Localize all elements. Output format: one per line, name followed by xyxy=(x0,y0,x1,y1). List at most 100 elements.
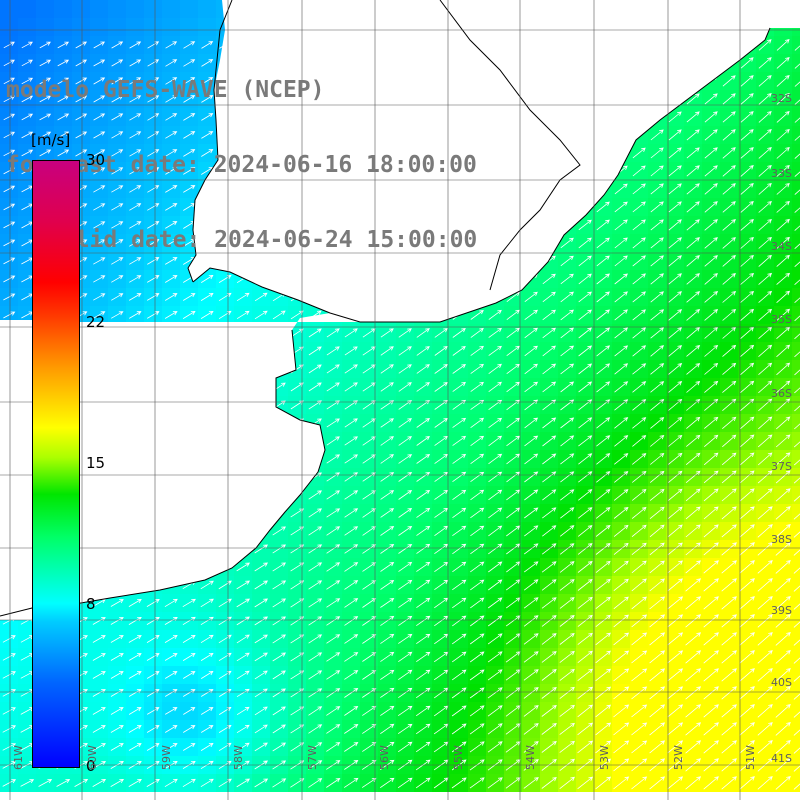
wind-arrow xyxy=(183,149,196,157)
wind-arrow xyxy=(650,327,665,339)
longitude-label: 55W xyxy=(452,745,465,770)
wind-arrow xyxy=(542,363,557,375)
wind-arrow xyxy=(147,131,160,139)
wind-arrow xyxy=(704,147,718,159)
wind-arrow xyxy=(3,185,16,193)
wind-arrow xyxy=(740,290,755,303)
wind-arrow xyxy=(147,113,160,121)
wind-cell xyxy=(792,540,800,558)
wind-arrow xyxy=(470,310,484,320)
wind-cell xyxy=(792,414,800,432)
wind-arrow xyxy=(578,219,592,231)
colorbar-tick-label: 8 xyxy=(86,595,96,614)
wind-arrow xyxy=(201,113,214,121)
wind-arrow xyxy=(740,75,754,87)
longitude-label: 51W xyxy=(744,745,757,770)
wind-arrow xyxy=(776,218,790,231)
wind-arrow xyxy=(524,309,538,321)
wind-arrow xyxy=(578,273,592,285)
longitude-label: 61W xyxy=(12,745,25,770)
wind-arrow xyxy=(398,328,412,338)
wind-arrow xyxy=(560,255,574,267)
wind-arrow xyxy=(129,221,142,229)
wind-arrow xyxy=(21,113,34,121)
colorbar-tick-label: 30 xyxy=(86,151,106,169)
wind-arrow xyxy=(236,310,250,320)
wind-arrow xyxy=(758,218,772,231)
wind-arrow xyxy=(182,310,196,319)
wind-arrow xyxy=(740,147,754,159)
wind-arrow xyxy=(776,182,790,195)
wind-arrow xyxy=(560,327,574,339)
wind-arrow xyxy=(632,201,646,213)
wind-arrow xyxy=(632,309,646,321)
wind-arrow xyxy=(758,111,772,123)
wind-cell xyxy=(792,90,800,108)
wind-arrow xyxy=(686,111,700,123)
wind-arrow xyxy=(129,167,142,175)
wind-arrow xyxy=(3,131,16,139)
latitude-label: 35S xyxy=(771,313,792,326)
wind-arrow xyxy=(686,147,700,159)
wind-arrow xyxy=(794,63,800,69)
wind-arrow xyxy=(776,57,790,69)
wind-arrow xyxy=(686,129,700,141)
wind-arrow xyxy=(93,131,106,139)
wind-arrow xyxy=(686,273,700,285)
wind-arrow xyxy=(704,255,718,267)
wind-arrow xyxy=(668,111,682,123)
wind-arrow xyxy=(39,41,51,49)
wind-arrow xyxy=(183,185,196,193)
wind-arrow xyxy=(704,237,718,249)
wind-arrow xyxy=(668,129,682,141)
wind-arrow xyxy=(740,272,755,285)
wind-arrow xyxy=(686,255,700,267)
wind-arrow xyxy=(164,293,178,301)
wind-cell xyxy=(0,18,18,36)
wind-arrow xyxy=(596,345,611,357)
wind-cell xyxy=(792,558,800,576)
wind-arrow xyxy=(578,255,592,267)
wind-arrow xyxy=(434,346,448,356)
wind-arrow xyxy=(3,59,15,67)
wind-arrow xyxy=(3,149,16,157)
wind-arrow xyxy=(57,59,70,67)
wind-arrow xyxy=(560,291,574,303)
wind-arrow xyxy=(776,39,790,51)
wind-arrow xyxy=(146,293,160,301)
wind-arrow xyxy=(129,131,142,139)
wind-arrow xyxy=(344,346,358,356)
wind-arrow xyxy=(578,327,592,339)
wind-arrow xyxy=(272,310,286,320)
wind-arrow xyxy=(722,183,736,195)
wind-cell xyxy=(180,18,198,36)
wind-arrow xyxy=(722,308,737,321)
wind-arrow xyxy=(686,327,701,339)
wind-cell xyxy=(792,324,800,342)
wind-arrow xyxy=(632,183,646,195)
wind-cell xyxy=(792,216,800,234)
wind-arrow xyxy=(686,237,700,249)
wind-arrow xyxy=(596,255,610,267)
wind-arrow xyxy=(164,257,178,265)
wind-arrow xyxy=(686,363,701,375)
wind-arrow xyxy=(129,113,142,121)
wind-arrow xyxy=(758,254,772,267)
wind-arrow xyxy=(183,113,196,121)
colorbar-tick-label: 15 xyxy=(86,454,106,472)
wind-cell xyxy=(18,0,36,18)
wind-arrow xyxy=(776,164,790,177)
wind-arrow xyxy=(578,363,593,375)
wind-cell xyxy=(18,18,36,36)
wind-arrow xyxy=(111,293,124,301)
wind-cell xyxy=(108,18,126,36)
wind-cell xyxy=(792,594,800,612)
wind-arrow xyxy=(39,77,52,85)
wind-arrow xyxy=(111,149,124,157)
wind-arrow xyxy=(650,219,664,231)
wind-cell xyxy=(792,288,800,306)
wind-arrow xyxy=(146,275,160,283)
wind-arrow xyxy=(398,364,412,374)
wind-arrow xyxy=(93,113,106,121)
